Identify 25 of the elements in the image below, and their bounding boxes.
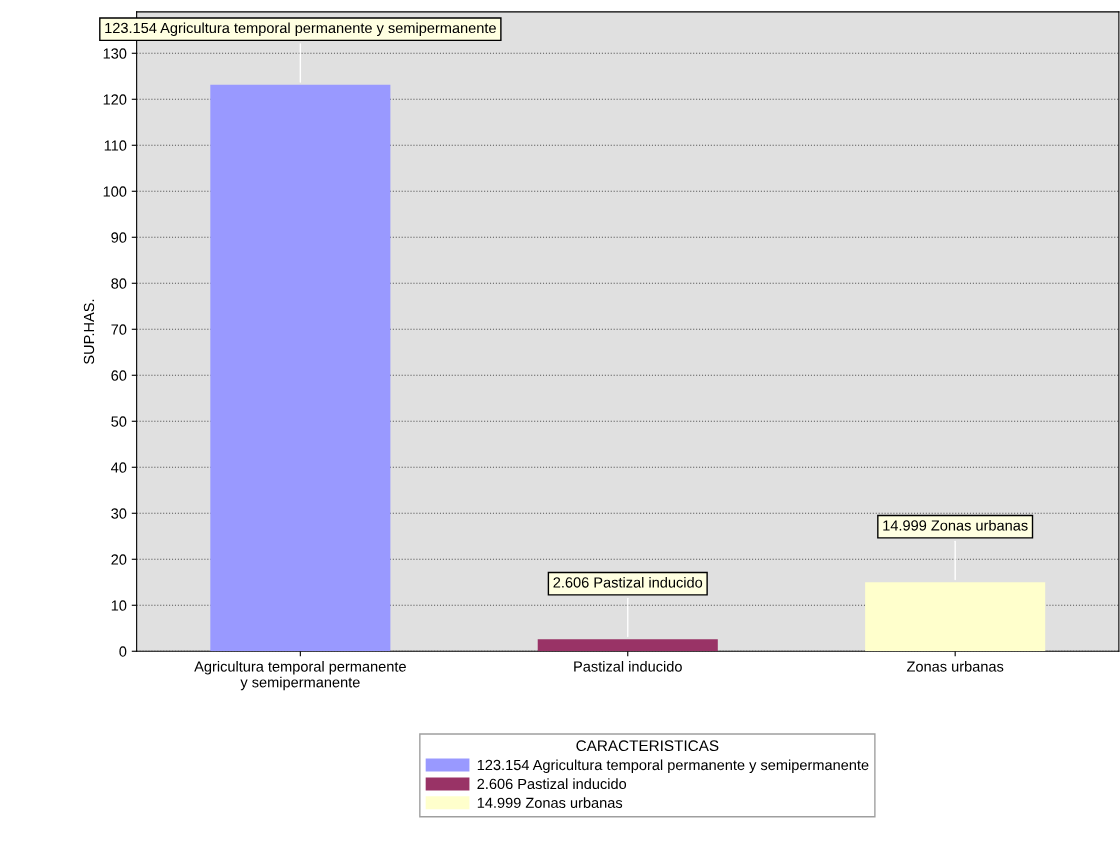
y-tick-label: 40: [111, 462, 127, 473]
x-tick-label: Pastizal inducido: [574, 660, 682, 672]
y-axis-title: SUP.HAS.: [83, 299, 95, 364]
y-tick-label: 120: [103, 94, 127, 105]
y-tick-label: 70: [111, 324, 127, 335]
y-tick-label: 20: [111, 554, 127, 565]
data-label: 2.606 Pastizal inducido: [553, 576, 703, 588]
data-label: 14.999 Zonas urbanas: [883, 519, 1028, 531]
legend-title: CARACTERISTICAS: [576, 740, 719, 752]
legend-label: 14.999 Zonas urbanas: [477, 797, 623, 808]
y-tick-label: 0: [119, 646, 127, 657]
x-tick-label: Agricultura temporal permanente y semipermanente: [194, 660, 406, 691]
legend-label: 2.606 Pastizal inducido: [477, 778, 627, 790]
legend-label: 123.154 Agricultura temporal permanente y semipermanente: [477, 759, 869, 774]
y-tick-label: 90: [111, 232, 127, 243]
y-tick-label: 50: [111, 416, 127, 427]
y-tick-label: 80: [111, 278, 127, 289]
y-tick-label: 110: [104, 140, 127, 151]
data-label: 123.154 Agricultura temporal permanente y semipermanente: [105, 22, 496, 36]
x-tick-label: Zonas urbanas: [907, 660, 1004, 672]
y-tick-label: 10: [111, 600, 127, 611]
y-tick-label: 100: [103, 186, 127, 197]
y-tick-label: 30: [111, 508, 127, 519]
y-tick-label: 130: [103, 48, 127, 59]
y-tick-label: 60: [111, 370, 127, 381]
